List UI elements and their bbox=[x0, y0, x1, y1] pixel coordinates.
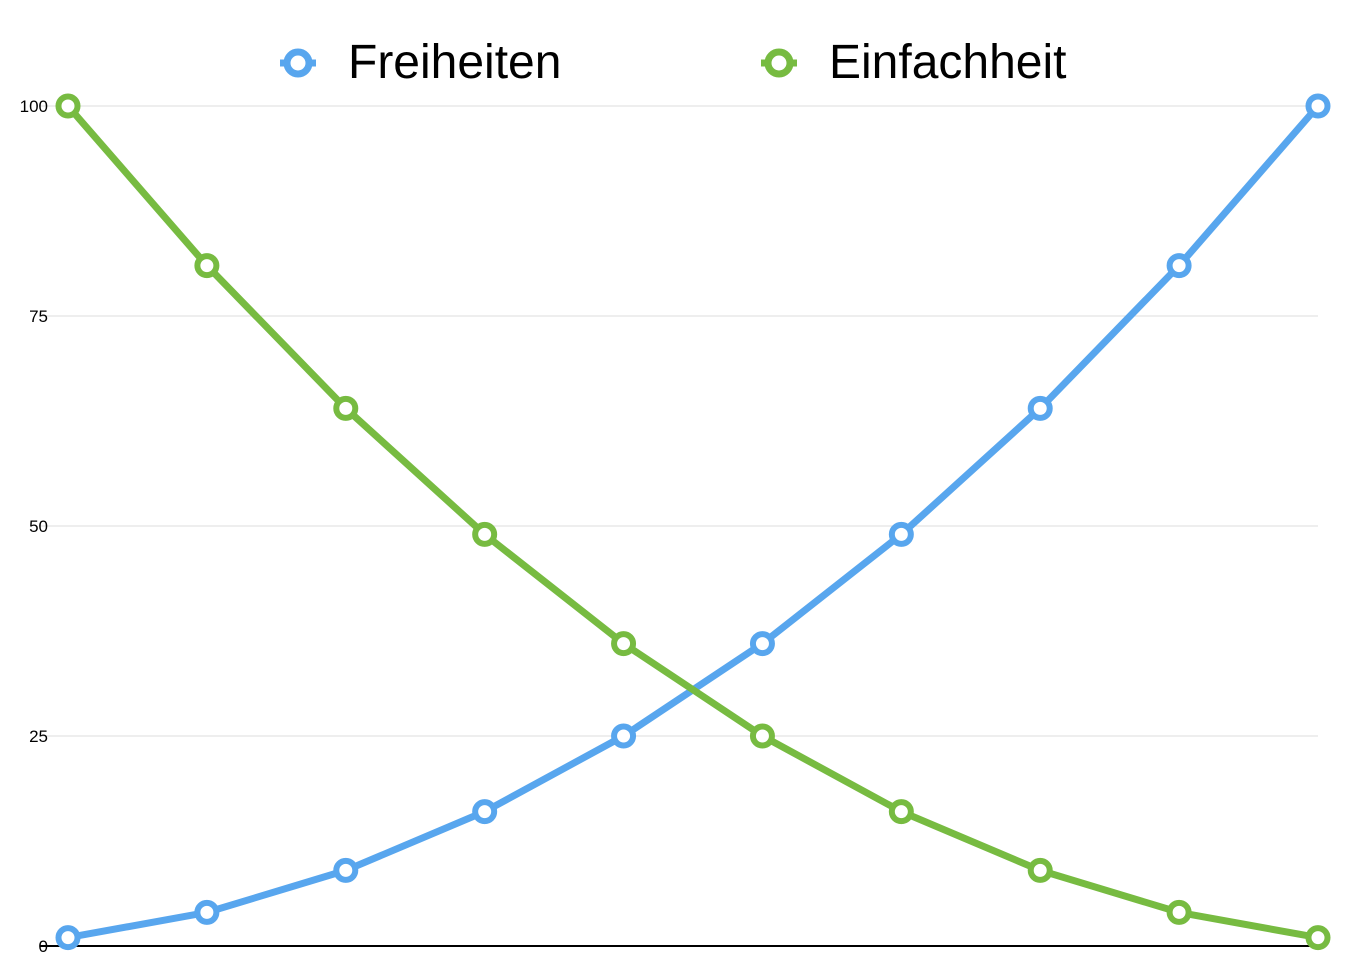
series-line-einfachheit bbox=[64, 102, 1322, 942]
data-point-freiheiten bbox=[888, 521, 914, 547]
legend-marker-einfachheit bbox=[761, 48, 797, 78]
chart-legend: Freiheiten Einfachheit bbox=[0, 28, 1368, 98]
legend-marker-freiheiten bbox=[280, 48, 316, 78]
data-point-einfachheit bbox=[749, 723, 775, 749]
series-lines bbox=[64, 102, 1322, 942]
data-point-freiheiten bbox=[472, 799, 498, 825]
data-point-einfachheit bbox=[333, 395, 359, 421]
y-tick-label: 75 bbox=[29, 307, 48, 326]
legend-label-freiheiten: Freiheiten bbox=[348, 36, 562, 89]
data-point-freiheiten bbox=[194, 899, 220, 925]
data-point-einfachheit bbox=[194, 253, 220, 279]
data-point-einfachheit bbox=[1027, 857, 1053, 883]
data-point-einfachheit bbox=[1166, 899, 1192, 925]
data-point-freiheiten bbox=[749, 631, 775, 657]
y-tick-label: 25 bbox=[29, 727, 48, 746]
data-point-freiheiten bbox=[611, 723, 637, 749]
data-point-einfachheit bbox=[888, 799, 914, 825]
series-line-freiheiten bbox=[64, 102, 1322, 942]
data-point-freiheiten bbox=[1305, 93, 1331, 119]
series-markers bbox=[55, 93, 1331, 951]
data-point-einfachheit bbox=[55, 93, 81, 119]
y-tick-label: 100 bbox=[20, 97, 48, 116]
legend-item-einfachheit: Einfachheit bbox=[759, 28, 1067, 98]
grid-lines bbox=[40, 105, 1318, 737]
data-point-freiheiten bbox=[55, 925, 81, 951]
legend-label-einfachheit: Einfachheit bbox=[829, 36, 1067, 89]
legend-item-freiheiten: Freiheiten bbox=[278, 28, 561, 98]
data-point-freiheiten bbox=[333, 857, 359, 883]
data-point-freiheiten bbox=[1166, 253, 1192, 279]
y-tick-label: 50 bbox=[29, 517, 48, 536]
data-point-einfachheit bbox=[472, 521, 498, 547]
data-point-einfachheit bbox=[1305, 925, 1331, 951]
axes: 0255075100 bbox=[20, 97, 1318, 956]
data-point-einfachheit bbox=[611, 631, 637, 657]
data-point-freiheiten bbox=[1027, 395, 1053, 421]
